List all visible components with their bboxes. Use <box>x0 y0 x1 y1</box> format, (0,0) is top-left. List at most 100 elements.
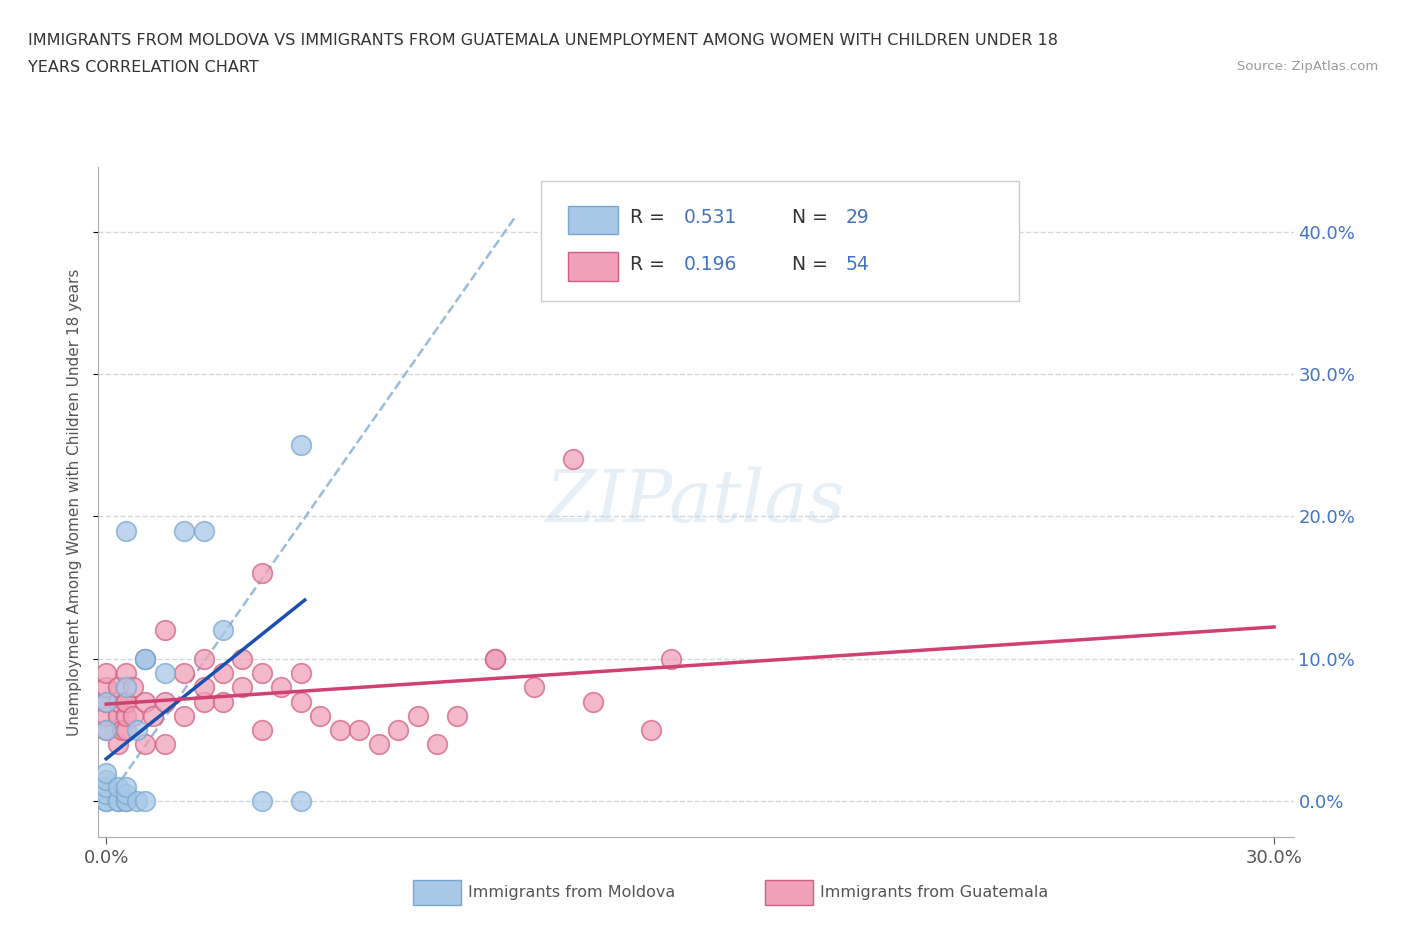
Point <box>250 723 273 737</box>
Point <box>153 737 176 751</box>
Point <box>122 680 145 695</box>
Point <box>127 723 149 737</box>
Text: Immigrants from Guatemala: Immigrants from Guatemala <box>820 885 1047 900</box>
Point <box>250 666 273 681</box>
Point <box>250 566 273 581</box>
Point <box>114 694 136 709</box>
Point <box>114 794 136 809</box>
Point <box>640 723 662 737</box>
Point <box>114 524 136 538</box>
Point <box>96 680 118 695</box>
Point <box>250 794 273 809</box>
Point <box>446 709 468 724</box>
Text: R =: R = <box>630 208 671 227</box>
Text: 0.531: 0.531 <box>685 208 737 227</box>
Point <box>96 779 118 794</box>
Point <box>96 694 118 709</box>
Point <box>96 794 118 809</box>
Point <box>582 694 605 709</box>
Point <box>329 723 352 737</box>
Point <box>367 737 389 751</box>
Point <box>134 652 156 667</box>
Point <box>107 680 129 695</box>
Point <box>290 794 312 809</box>
Text: YEARS CORRELATION CHART: YEARS CORRELATION CHART <box>28 60 259 75</box>
Point <box>96 773 118 788</box>
Point <box>212 623 235 638</box>
Point <box>134 652 156 667</box>
Text: N =: N = <box>792 255 834 274</box>
Point <box>193 680 215 695</box>
Point <box>309 709 332 724</box>
Point <box>426 737 449 751</box>
Point <box>153 666 176 681</box>
Y-axis label: Unemployment Among Women with Children Under 18 years: Unemployment Among Women with Children U… <box>67 269 83 736</box>
Point <box>231 652 253 667</box>
Text: N =: N = <box>792 208 834 227</box>
Point <box>290 694 312 709</box>
Point <box>406 709 429 724</box>
Point <box>96 765 118 780</box>
Point <box>484 652 506 667</box>
Point <box>114 680 136 695</box>
Point <box>523 680 546 695</box>
Point <box>96 723 118 737</box>
Point <box>484 652 506 667</box>
Point <box>107 794 129 809</box>
Point <box>173 524 195 538</box>
Point <box>193 524 215 538</box>
Point <box>111 723 134 737</box>
Point <box>290 666 312 681</box>
Point <box>114 666 136 681</box>
Point <box>142 709 165 724</box>
Point <box>212 666 235 681</box>
FancyBboxPatch shape <box>540 180 1018 301</box>
Point <box>231 680 253 695</box>
Point <box>127 794 149 809</box>
Point <box>387 723 409 737</box>
FancyBboxPatch shape <box>568 206 619 233</box>
Point <box>193 652 215 667</box>
Point <box>134 794 156 809</box>
Point <box>107 737 129 751</box>
Point <box>153 694 176 709</box>
Point <box>114 709 136 724</box>
Point <box>349 723 371 737</box>
Point <box>290 438 312 453</box>
FancyBboxPatch shape <box>568 252 619 281</box>
Point <box>96 666 118 681</box>
Text: IMMIGRANTS FROM MOLDOVA VS IMMIGRANTS FROM GUATEMALA UNEMPLOYMENT AMONG WOMEN WI: IMMIGRANTS FROM MOLDOVA VS IMMIGRANTS FR… <box>28 33 1059 47</box>
Text: 0.196: 0.196 <box>685 255 737 274</box>
Point <box>134 737 156 751</box>
Point <box>114 779 136 794</box>
Point <box>153 623 176 638</box>
Point <box>173 666 195 681</box>
Point <box>659 652 682 667</box>
Point <box>96 794 118 809</box>
Text: R =: R = <box>630 255 671 274</box>
Point <box>562 452 585 467</box>
Text: ZIPatlas: ZIPatlas <box>546 467 846 538</box>
Point <box>107 779 129 794</box>
Point <box>173 709 195 724</box>
Point <box>114 723 136 737</box>
Point <box>114 787 136 802</box>
Point <box>134 652 156 667</box>
Point <box>270 680 292 695</box>
Point <box>107 709 129 724</box>
Text: Immigrants from Moldova: Immigrants from Moldova <box>468 885 675 900</box>
Point <box>122 709 145 724</box>
Point <box>134 694 156 709</box>
Point <box>114 794 136 809</box>
Point <box>96 723 118 737</box>
Point <box>107 794 129 809</box>
Point <box>96 787 118 802</box>
Point <box>96 694 118 709</box>
Point <box>212 694 235 709</box>
Text: 54: 54 <box>845 255 869 274</box>
Point <box>193 694 215 709</box>
Point <box>96 709 118 724</box>
Point <box>107 694 129 709</box>
Text: 29: 29 <box>845 208 869 227</box>
Text: Source: ZipAtlas.com: Source: ZipAtlas.com <box>1237 60 1378 73</box>
